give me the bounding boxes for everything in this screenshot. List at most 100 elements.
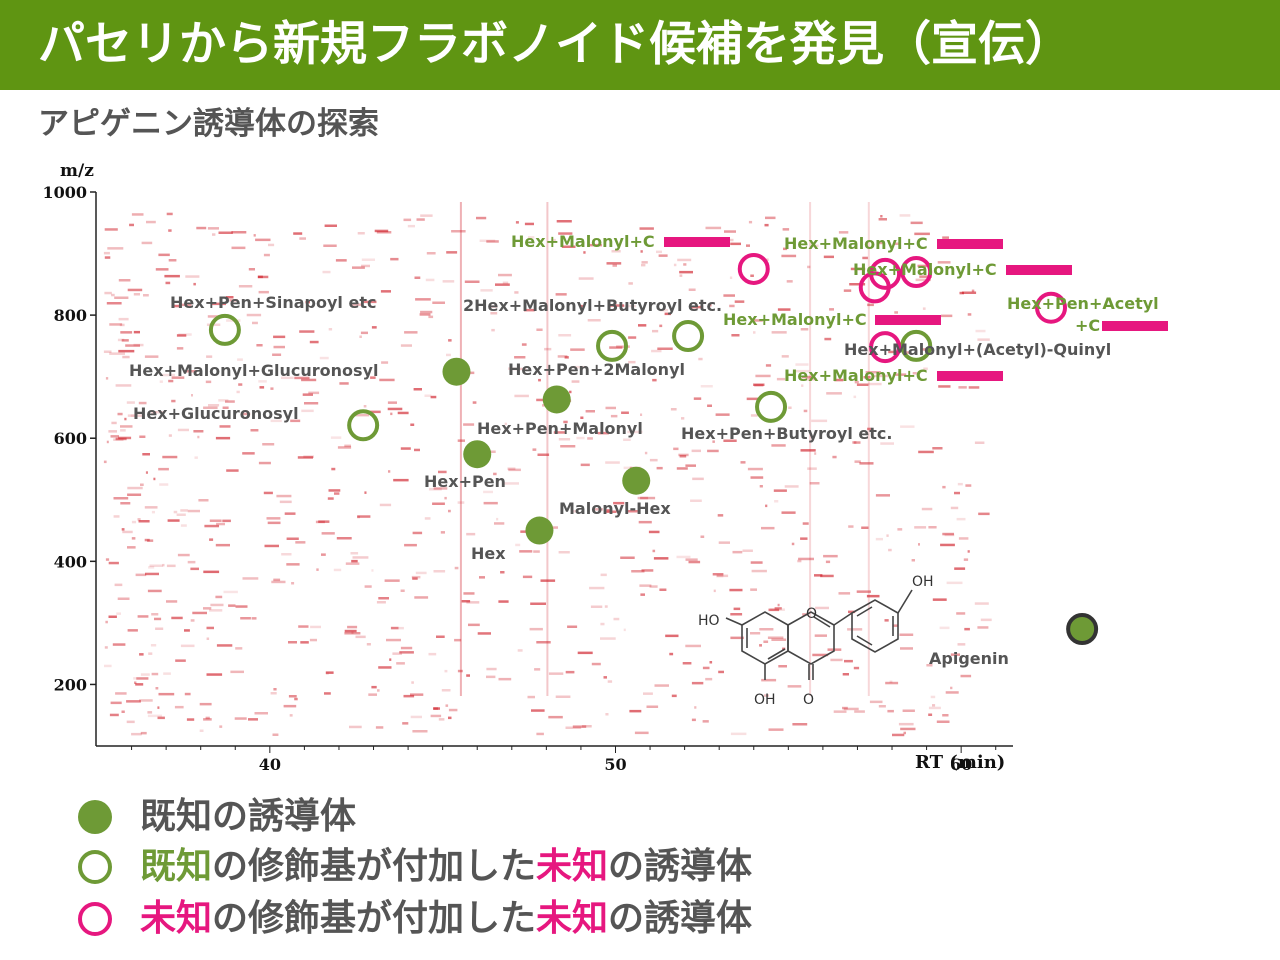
peak [127,546,136,549]
peak [199,702,212,706]
peak [175,659,186,662]
peak [400,344,412,347]
peak [426,252,436,255]
ticks: 200 400 600 800 1000 40 50 60 [42,183,997,774]
peak [363,405,367,408]
peak [403,694,415,698]
peak [604,605,608,608]
peak [126,720,135,724]
peak [538,378,541,382]
peak [322,270,331,274]
peak [718,541,730,544]
peak [118,279,131,282]
peak [301,409,314,413]
peak [428,315,434,319]
axes [95,192,1013,747]
peak [321,553,326,556]
peak [480,289,493,292]
peak [115,692,127,695]
peak [344,632,361,635]
peak [849,283,866,286]
peak [700,385,713,388]
peak [203,406,218,409]
peak [640,413,643,416]
peak [111,421,117,425]
peak [764,223,769,227]
peak [331,467,336,471]
peak [665,634,679,638]
peak [124,417,127,421]
peak [263,253,270,257]
peak [797,559,802,563]
peak [830,658,843,662]
peak [302,393,313,396]
peak [284,512,296,515]
peak [572,725,587,728]
peak [694,706,697,709]
peak [520,530,528,533]
peak [753,383,765,386]
peak [184,370,197,373]
peak [104,228,118,231]
peak [848,525,854,528]
peak [212,233,216,236]
peak [381,361,389,364]
peak [433,487,448,490]
peak [643,692,653,695]
peak [226,469,239,472]
peak [852,441,857,444]
peak [410,715,422,719]
peak [375,726,384,729]
peak [486,667,497,671]
peak [856,590,871,593]
peak [120,425,133,428]
peak [119,323,125,327]
peak [638,520,652,524]
peak [207,315,221,318]
peak [121,528,125,531]
peak [222,406,229,409]
peak [324,692,331,695]
peak [231,231,247,234]
peak [685,558,698,561]
peak [787,685,802,688]
known-derivative-marker [542,385,571,414]
peak [963,558,969,561]
peak [440,531,445,534]
peak [496,517,499,521]
peak [763,640,769,643]
peak [143,294,149,297]
peak [371,569,374,572]
peak [152,411,157,414]
peak [264,544,279,548]
peak [389,658,392,661]
peak [299,330,315,333]
peak [641,263,646,267]
peak [712,573,724,576]
peak [404,331,418,334]
apigenin-structure [725,589,913,680]
peak [534,668,541,671]
peak [336,537,352,540]
peak [359,335,362,338]
legend3-part4: の誘導体 [608,898,753,939]
peak [415,298,431,301]
legend-open-green: 既知の修飾基が付加した未知の誘導体 [78,842,978,892]
peak [404,543,417,547]
peak [137,615,149,618]
peak [853,441,861,444]
peak [911,559,915,562]
peak [875,494,890,497]
peak [959,291,964,295]
peak [347,625,358,629]
peak [203,570,220,574]
label-2hex-butyroyl: 2Hex+Malonyl+Butyroyl etc. [463,296,722,315]
peak [812,653,829,657]
peak [158,253,170,257]
peak [967,313,972,316]
structure-oh-bottom: OH [754,692,776,708]
peak [613,617,620,621]
peak [149,564,163,567]
peak [975,329,986,333]
peak [750,561,763,564]
